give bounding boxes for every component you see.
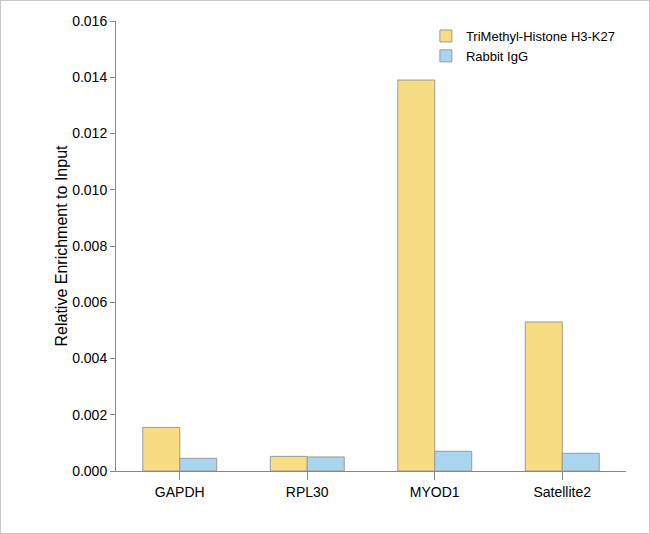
svg-text:0.008: 0.008 <box>72 238 107 254</box>
svg-text:0.004: 0.004 <box>72 350 107 366</box>
svg-text:Rabbit IgG: Rabbit IgG <box>466 49 528 64</box>
svg-text:MYOD1: MYOD1 <box>410 484 460 500</box>
svg-text:Satellite2: Satellite2 <box>533 484 591 500</box>
svg-text:0.002: 0.002 <box>72 407 107 423</box>
svg-text:0.010: 0.010 <box>72 182 107 198</box>
svg-text:0.000: 0.000 <box>72 463 107 479</box>
svg-text:0.006: 0.006 <box>72 294 107 310</box>
svg-text:0.016: 0.016 <box>72 13 107 29</box>
svg-text:TriMethyl-Histone H3-K27: TriMethyl-Histone H3-K27 <box>466 29 615 44</box>
svg-text:0.014: 0.014 <box>72 69 107 85</box>
svg-text:RPL30: RPL30 <box>286 484 329 500</box>
svg-text:GAPDH: GAPDH <box>155 484 205 500</box>
svg-text:0.012: 0.012 <box>72 125 107 141</box>
svg-text:Relative Enrichment to Input: Relative Enrichment to Input <box>53 145 70 347</box>
